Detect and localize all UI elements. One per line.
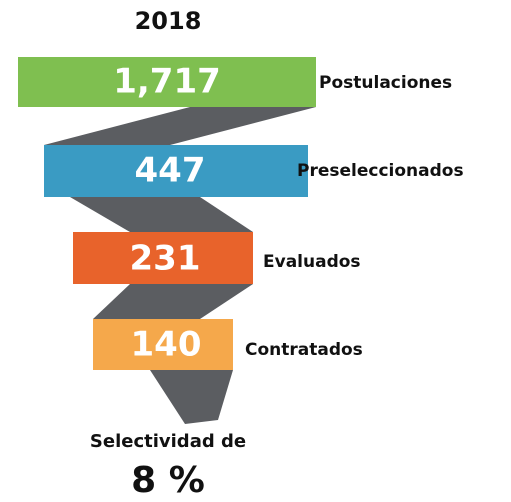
ribbon <box>44 107 316 145</box>
footer-value: 8 % <box>131 460 205 501</box>
ribbon-tail <box>150 370 233 424</box>
stage-label: Preseleccionados <box>297 161 464 181</box>
stage-value: 140 <box>131 325 202 365</box>
ribbon <box>93 284 253 319</box>
stage-label: Postulaciones <box>319 73 452 93</box>
ribbon <box>70 197 253 232</box>
title: 2018 <box>135 7 202 35</box>
stage-bar <box>18 57 316 107</box>
stage-bar <box>44 145 308 197</box>
stage-value: 447 <box>135 151 206 191</box>
stage-value: 231 <box>130 239 201 279</box>
stage-value: 1,717 <box>113 62 221 102</box>
stage-bar <box>93 319 233 370</box>
stage-label: Evaluados <box>263 252 361 272</box>
stage-bar <box>73 232 253 284</box>
stage-label: Contratados <box>245 340 363 360</box>
funnel-ribbon <box>44 107 316 424</box>
footer-caption: Selectividad de <box>90 431 246 452</box>
